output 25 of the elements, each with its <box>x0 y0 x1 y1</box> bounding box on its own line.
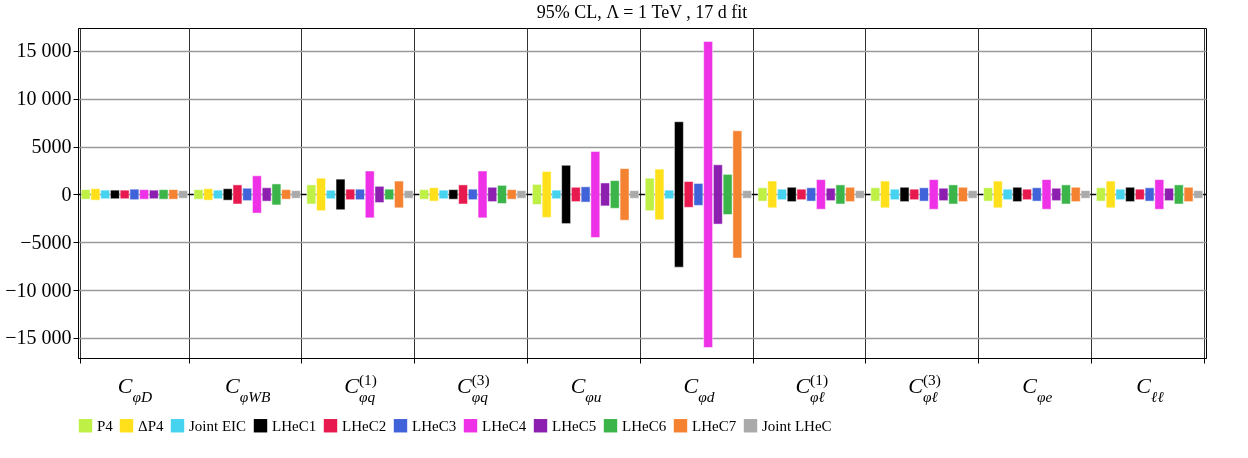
legend-label: LHeC7 <box>692 417 737 434</box>
legend-label: Joint LHeC <box>762 417 832 434</box>
x-tick-label: C$_{φD}$ <box>117 372 153 404</box>
y-tick-label: −15 000 <box>5 326 72 349</box>
legend-label: LHeC5 <box>552 417 597 434</box>
y-tick-label: 15 000 <box>16 39 72 62</box>
x-tick-label: C$_{φWB}$ <box>224 372 271 404</box>
y-tick-label: 0 <box>61 182 72 205</box>
legend-label: LHeC6 <box>622 417 667 434</box>
legend-label: LHeC1 <box>272 417 317 434</box>
legend-label: P4 <box>97 417 114 434</box>
legend-label: ΔP4 <box>138 417 164 434</box>
legend-label: Joint EIC <box>189 417 247 434</box>
y-tick-label: 5000 <box>31 135 72 158</box>
x-tick-label: C$_{φu}$ <box>570 372 602 404</box>
legend-label: LHeC4 <box>482 417 527 434</box>
legend-label: LHeC3 <box>412 417 457 434</box>
legend-label: LHeC2 <box>342 417 387 434</box>
chart-title: 95% CL, Λ = 1 TeV , 17 d fit <box>536 2 748 22</box>
x-tick-label: C$_{φd}$ <box>683 372 715 404</box>
y-tick-label: −5000 <box>20 230 72 253</box>
y-tick-label: −10 000 <box>5 278 72 301</box>
y-tick-label: 10 000 <box>16 87 72 110</box>
x-tick-label: C$_{ℓℓ}$ <box>1136 372 1165 404</box>
x-tick-label: C$_{φe}$ <box>1022 372 1053 404</box>
